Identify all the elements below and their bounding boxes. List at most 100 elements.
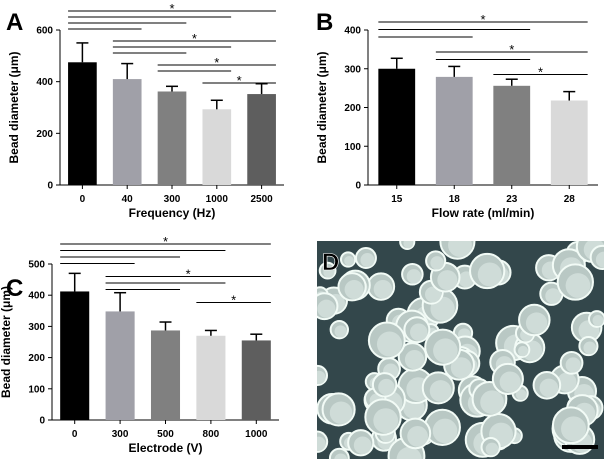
panel-letter: D (322, 249, 339, 276)
bar (60, 291, 90, 420)
bead-shade (353, 436, 372, 455)
bead-shade (592, 315, 604, 327)
y-tick-label: 500 (28, 260, 45, 271)
x-tick-label: 1000 (206, 194, 229, 205)
bead-shade (323, 266, 335, 278)
significance-star: * (169, 1, 174, 16)
bead-shade (556, 372, 577, 393)
bead-shade (360, 253, 375, 268)
panel-letter: A (6, 9, 23, 36)
bead-shade (373, 408, 399, 434)
y-tick-label: 0 (355, 181, 361, 192)
y-tick-label: 200 (36, 129, 53, 140)
y-tick-label: 300 (28, 322, 45, 333)
bar (196, 335, 226, 420)
significance-star: * (214, 55, 219, 70)
bead-shade (378, 378, 395, 396)
bead-shade (376, 331, 403, 357)
bar (157, 91, 187, 185)
bead-shade (480, 390, 504, 415)
x-tick-label: 2500 (250, 194, 273, 205)
bead-shade (450, 357, 472, 379)
y-tick-label: 0 (39, 416, 45, 427)
bar (150, 330, 181, 420)
bead-shade (334, 453, 348, 459)
x-tick-label: 1000 (245, 429, 268, 440)
bar (112, 79, 142, 185)
x-tick-label: 300 (112, 429, 129, 440)
bead-shade (334, 325, 347, 338)
x-tick-label: 23 (506, 194, 518, 205)
bead-shade (317, 370, 326, 385)
bead-shade (565, 357, 581, 373)
bead-shade (317, 436, 326, 451)
x-tick-label: 0 (80, 194, 86, 205)
y-tick-label: 100 (344, 142, 361, 153)
bead-shade (433, 338, 458, 363)
x-tick-label: 18 (449, 194, 461, 205)
panel-letter: B (316, 9, 333, 36)
significance-star: * (192, 31, 197, 46)
bar (378, 68, 416, 185)
bar (550, 100, 588, 185)
x-axis-label: Flow rate (ml/min) (432, 206, 535, 220)
significance-star: * (163, 234, 168, 249)
bead-shade (539, 378, 559, 398)
x-axis-label: Frequency (Hz) (129, 206, 216, 220)
bead-shade (525, 312, 548, 334)
x-tick-label: 300 (164, 194, 181, 205)
significance-star: * (186, 267, 191, 282)
bead-shade (425, 286, 442, 303)
bead-shade (477, 262, 502, 287)
y-tick-label: 400 (28, 291, 45, 302)
bead-shade (406, 269, 422, 284)
significance-star: * (237, 73, 242, 88)
bead-shade (517, 345, 529, 357)
y-tick-label: 400 (36, 77, 53, 88)
significance-star: * (509, 42, 514, 57)
bead-shade (561, 416, 587, 442)
bead-shade (344, 255, 355, 266)
bead-shade (583, 341, 597, 355)
bar (202, 109, 232, 185)
bead-shade (499, 371, 521, 393)
bead-shade (430, 256, 444, 270)
y-tick-label: 300 (344, 64, 361, 75)
bead-shade (407, 426, 428, 447)
y-tick-label: 600 (36, 26, 53, 37)
bead-shade (410, 323, 428, 341)
micrograph (317, 241, 604, 459)
bead-shade (565, 273, 591, 298)
x-tick-label: 0 (72, 429, 78, 440)
x-axis-label: Electrode (V) (128, 441, 202, 455)
y-tick-label: 200 (28, 353, 45, 364)
y-tick-label: 400 (344, 26, 361, 37)
bead-shade (396, 446, 422, 459)
bar (493, 85, 531, 185)
bar (68, 62, 97, 185)
bead-shade (448, 241, 472, 257)
significance-star: * (538, 65, 543, 80)
x-tick-label: 800 (203, 429, 220, 440)
bead-shade (429, 380, 452, 402)
y-axis-label: Bead diameter (μm) (7, 51, 21, 163)
bar (247, 94, 276, 185)
bead-shade (317, 299, 336, 318)
x-tick-label: 15 (391, 194, 403, 205)
y-tick-label: 0 (47, 181, 53, 192)
bar (435, 76, 473, 185)
bead-shade (329, 401, 353, 424)
bead-shade (432, 418, 458, 444)
bead-shade (437, 270, 458, 291)
bead-shade (515, 389, 527, 401)
bead-shade (403, 241, 414, 249)
bar (105, 311, 135, 420)
bead-shade (404, 350, 425, 370)
bead-shade (344, 279, 364, 300)
y-axis-label: Bead diameter (μm) (315, 51, 329, 163)
x-tick-label: 40 (122, 194, 134, 205)
bar (241, 340, 271, 420)
x-tick-label: 28 (564, 194, 576, 205)
significance-star: * (480, 12, 485, 27)
bead-shade (545, 288, 561, 304)
